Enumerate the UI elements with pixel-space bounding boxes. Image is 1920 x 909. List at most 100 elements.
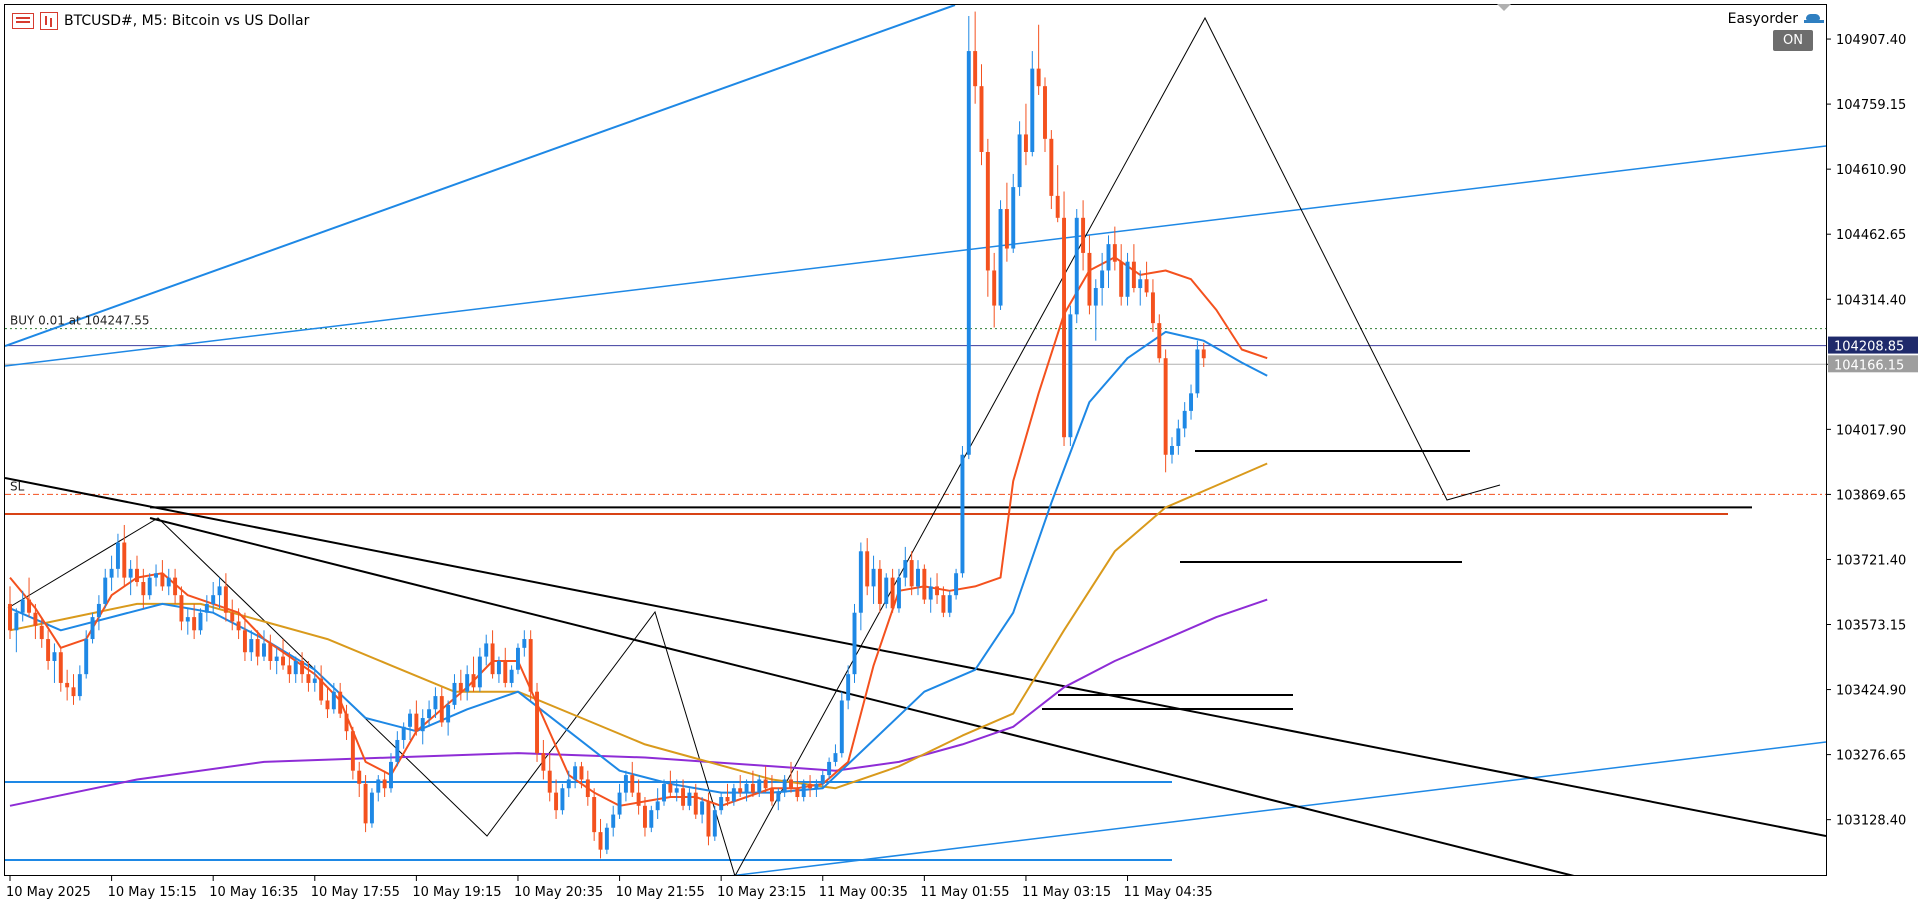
candle[interactable]: [128, 560, 133, 596]
candle[interactable]: [738, 775, 743, 798]
candle[interactable]: [433, 687, 438, 719]
candle[interactable]: [458, 669, 463, 701]
candle[interactable]: [541, 739, 546, 780]
candle[interactable]: [236, 608, 241, 640]
candle[interactable]: [369, 788, 374, 828]
candle[interactable]: [750, 770, 755, 798]
candle[interactable]: [268, 634, 273, 670]
candle[interactable]: [1138, 270, 1143, 306]
candle[interactable]: [522, 630, 527, 657]
candle[interactable]: [1062, 191, 1067, 446]
candle[interactable]: [230, 599, 235, 631]
candle[interactable]: [642, 797, 647, 837]
candle[interactable]: [154, 564, 159, 587]
candle[interactable]: [598, 818, 603, 859]
candle[interactable]: [439, 687, 444, 727]
candle[interactable]: [46, 630, 51, 670]
candle[interactable]: [1030, 51, 1035, 157]
candle[interactable]: [979, 64, 984, 166]
candle[interactable]: [604, 823, 609, 855]
candle[interactable]: [109, 555, 114, 591]
candle[interactable]: [801, 779, 806, 802]
candle[interactable]: [242, 612, 247, 661]
candle[interactable]: [1163, 349, 1168, 473]
candle[interactable]: [395, 731, 400, 767]
candle[interactable]: [1176, 419, 1181, 455]
candle[interactable]: [890, 568, 895, 613]
candle[interactable]: [496, 656, 501, 683]
candle[interactable]: [325, 687, 330, 719]
candle[interactable]: [27, 577, 32, 618]
candle[interactable]: [211, 582, 216, 613]
candle[interactable]: [966, 15, 971, 460]
candle[interactable]: [1170, 437, 1174, 464]
candle[interactable]: [509, 665, 514, 688]
candle[interactable]: [947, 590, 952, 618]
candle[interactable]: [192, 603, 197, 640]
candle[interactable]: [357, 761, 362, 798]
candle[interactable]: [623, 770, 628, 802]
candle[interactable]: [998, 200, 1003, 310]
candle[interactable]: [1125, 252, 1130, 306]
candle[interactable]: [427, 700, 432, 727]
candle[interactable]: [757, 775, 762, 798]
candle[interactable]: [763, 766, 768, 793]
trendline-black-2[interactable]: [149, 517, 1590, 880]
candle[interactable]: [681, 779, 686, 811]
candle[interactable]: [706, 792, 711, 846]
candle[interactable]: [1201, 342, 1206, 368]
trendline-black-1[interactable]: [5, 477, 1826, 837]
candle[interactable]: [712, 805, 717, 841]
candle[interactable]: [147, 573, 152, 600]
candle[interactable]: [293, 656, 298, 683]
candle[interactable]: [535, 682, 539, 762]
candle[interactable]: [52, 643, 57, 683]
candle[interactable]: [871, 555, 876, 604]
candle[interactable]: [560, 783, 565, 815]
candle[interactable]: [935, 573, 940, 604]
candle[interactable]: [8, 586, 12, 640]
candle[interactable]: [839, 691, 844, 758]
candle[interactable]: [1106, 235, 1111, 289]
candle[interactable]: [20, 590, 25, 622]
candle[interactable]: [274, 647, 279, 675]
candle[interactable]: [420, 709, 425, 745]
candle[interactable]: [566, 770, 571, 798]
candle[interactable]: [573, 761, 578, 789]
candle[interactable]: [903, 546, 908, 587]
candle[interactable]: [744, 779, 749, 802]
candle[interactable]: [103, 568, 108, 609]
candle[interactable]: [1157, 314, 1162, 363]
candle[interactable]: [1081, 200, 1086, 271]
candle[interactable]: [1043, 77, 1047, 152]
candle[interactable]: [484, 634, 489, 666]
candle[interactable]: [39, 617, 44, 648]
candle[interactable]: [592, 788, 597, 841]
candle[interactable]: [401, 722, 406, 749]
candle[interactable]: [90, 612, 95, 644]
candle[interactable]: [135, 555, 139, 587]
candle[interactable]: [1182, 402, 1187, 438]
trendline-blue-upper[interactable]: [5, 5, 956, 347]
candle[interactable]: [922, 564, 927, 604]
candle[interactable]: [719, 792, 724, 815]
candle[interactable]: [287, 652, 292, 683]
candle[interactable]: [382, 770, 387, 798]
candle[interactable]: [300, 652, 305, 683]
candle[interactable]: [973, 11, 978, 104]
candle[interactable]: [776, 788, 781, 811]
candle[interactable]: [1004, 182, 1009, 262]
candle[interactable]: [846, 665, 851, 710]
candle[interactable]: [992, 252, 997, 328]
candle[interactable]: [985, 138, 990, 297]
candle[interactable]: [331, 682, 336, 714]
candle[interactable]: [1150, 279, 1155, 332]
buy-order-label[interactable]: BUY 0.01 at 104247.55: [10, 314, 149, 328]
candle[interactable]: [814, 779, 819, 798]
candle[interactable]: [122, 524, 127, 587]
candle[interactable]: [700, 797, 705, 824]
candle[interactable]: [1068, 305, 1073, 446]
candle[interactable]: [655, 788, 660, 819]
candle[interactable]: [312, 665, 317, 692]
